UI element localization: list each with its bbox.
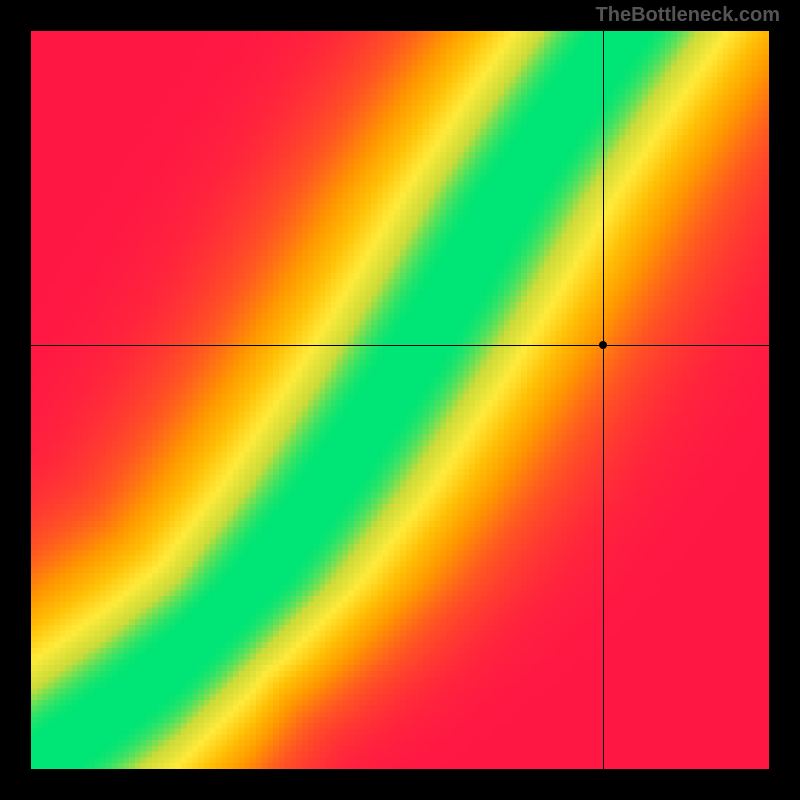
watermark-text: TheBottleneck.com — [596, 4, 780, 27]
crosshair-vertical — [603, 31, 604, 769]
crosshair-horizontal — [31, 345, 769, 346]
chart-container: TheBottleneck.com — [0, 0, 800, 800]
crosshair-dot — [599, 341, 607, 349]
heatmap-canvas — [31, 31, 769, 769]
